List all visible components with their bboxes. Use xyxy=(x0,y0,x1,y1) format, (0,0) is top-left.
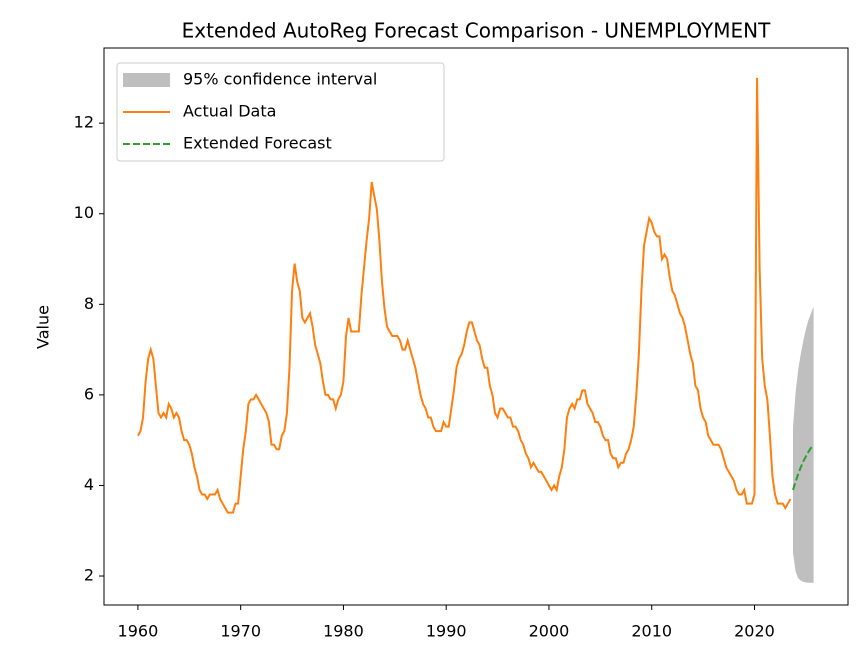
x-tick-label: 2020 xyxy=(734,622,775,641)
data-line xyxy=(137,77,792,514)
x-tick-label: 1970 xyxy=(220,622,261,641)
y-tick-label: 10 xyxy=(74,203,94,222)
y-tick-label: 8 xyxy=(84,294,94,313)
data-line xyxy=(792,444,815,491)
legend-swatch xyxy=(123,73,170,87)
chart-title: Extended AutoReg Forecast Comparison - U… xyxy=(182,19,772,43)
x-tick-label: 2010 xyxy=(631,622,672,641)
legend-box xyxy=(116,62,445,162)
legend-label: Extended Forecast xyxy=(183,134,332,153)
legend-label: 95% confidence interval xyxy=(183,70,377,89)
x-tick-label: 1980 xyxy=(323,622,364,641)
y-tick-label: 2 xyxy=(84,566,94,585)
y-tick-label: 4 xyxy=(84,475,94,494)
axes-frame xyxy=(103,47,849,606)
y-tick-label: 6 xyxy=(84,384,94,403)
x-tick-label: 1960 xyxy=(118,622,159,641)
x-tick-label: 2000 xyxy=(529,622,570,641)
y-tick-label: 12 xyxy=(74,113,94,132)
confidence-band xyxy=(793,306,814,583)
y-axis-label: Value xyxy=(34,305,53,349)
x-tick-label: 1990 xyxy=(426,622,467,641)
legend-label: Actual Data xyxy=(183,102,276,121)
